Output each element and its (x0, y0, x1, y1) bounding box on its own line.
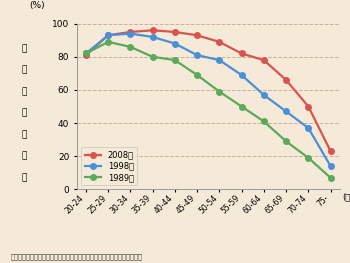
2008年 (306, 105, 310, 108)
Text: 率: 率 (22, 173, 27, 182)
Legend: 2008年, 1998年, 1989年: 2008年, 1998年, 1989年 (81, 147, 137, 185)
1998年 (195, 54, 199, 57)
1998年 (84, 52, 88, 55)
Text: 免: 免 (22, 87, 27, 96)
2008年 (329, 150, 333, 153)
1998年 (284, 110, 288, 113)
2008年 (284, 78, 288, 82)
Text: 転: 転 (22, 65, 27, 75)
Text: 運: 運 (22, 44, 27, 53)
1998年 (329, 165, 333, 168)
2008年 (262, 59, 266, 62)
1989年 (262, 120, 266, 123)
1998年 (262, 93, 266, 97)
1998年 (106, 34, 110, 37)
Text: 有: 有 (22, 152, 27, 161)
Text: (歳): (歳) (342, 193, 350, 202)
2008年 (217, 40, 222, 43)
1989年 (306, 156, 310, 159)
1998年 (239, 73, 244, 77)
Line: 1989年: 1989年 (83, 39, 334, 180)
1989年 (217, 90, 222, 93)
2008年 (150, 29, 155, 32)
1989年 (284, 140, 288, 143)
Line: 2008年: 2008年 (83, 28, 334, 154)
2008年 (84, 54, 88, 57)
2008年 (173, 30, 177, 33)
Text: (%): (%) (30, 1, 46, 11)
1989年 (106, 40, 110, 43)
Text: 許: 許 (22, 109, 27, 118)
Line: 1998年: 1998年 (83, 31, 334, 169)
Text: 資料）警察庁「運転免許統計」、総務省「人口推計」より国土交通省作成: 資料）警察庁「運転免許統計」、総務省「人口推計」より国土交通省作成 (10, 254, 142, 260)
1989年 (84, 52, 88, 55)
1998年 (173, 42, 177, 45)
1989年 (128, 45, 133, 48)
1989年 (195, 73, 199, 77)
2008年 (239, 52, 244, 55)
1989年 (329, 176, 333, 179)
2008年 (195, 34, 199, 37)
1989年 (239, 105, 244, 108)
1998年 (217, 59, 222, 62)
1989年 (150, 55, 155, 58)
1998年 (128, 32, 133, 35)
2008年 (128, 30, 133, 33)
1998年 (150, 35, 155, 38)
1998年 (306, 127, 310, 130)
1989年 (173, 59, 177, 62)
Text: 保: 保 (22, 130, 27, 139)
2008年 (106, 34, 110, 37)
